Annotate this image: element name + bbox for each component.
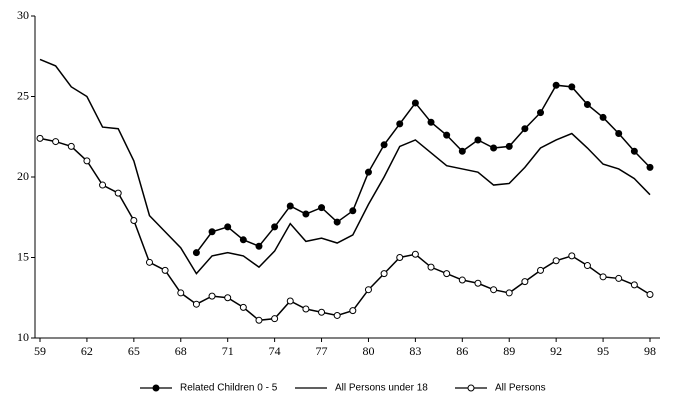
point — [302, 305, 310, 313]
x-tick-label: 95 — [597, 344, 609, 358]
point — [505, 289, 513, 297]
point — [458, 147, 466, 155]
legend-label: All Persons — [495, 383, 546, 394]
point — [208, 228, 216, 236]
y-tick-label: 25 — [17, 88, 29, 102]
point — [646, 163, 654, 171]
y-tick-label: 15 — [17, 249, 29, 263]
x-tick-label: 62 — [81, 344, 93, 358]
point — [568, 83, 576, 91]
x-tick-label: 77 — [316, 344, 328, 358]
point — [318, 204, 326, 212]
point — [83, 157, 91, 165]
point — [458, 276, 466, 284]
point — [380, 270, 388, 278]
y-tick-label: 10 — [17, 330, 29, 344]
point — [490, 286, 498, 294]
point — [239, 236, 247, 244]
series-line — [39, 137, 651, 322]
x-tick-label: 98 — [644, 344, 656, 358]
point — [537, 266, 545, 274]
point — [192, 249, 200, 257]
point — [521, 125, 529, 133]
y-tick-label: 30 — [17, 8, 29, 22]
point — [349, 307, 357, 315]
point — [114, 189, 122, 197]
point — [396, 120, 404, 128]
series-line — [195, 84, 651, 254]
point — [443, 131, 451, 139]
point — [615, 130, 623, 138]
point — [646, 291, 654, 299]
point — [521, 278, 529, 286]
point — [255, 316, 263, 324]
point — [67, 142, 75, 150]
point — [552, 81, 560, 89]
point — [318, 308, 326, 316]
point — [130, 216, 138, 224]
point — [286, 297, 294, 305]
point — [380, 141, 388, 149]
point — [177, 289, 185, 297]
point — [490, 144, 498, 152]
point — [255, 242, 263, 250]
x-tick-label: 83 — [409, 344, 421, 358]
point — [36, 134, 44, 142]
point — [333, 218, 341, 226]
point — [302, 210, 310, 218]
point — [630, 147, 638, 155]
point — [208, 292, 216, 300]
x-tick-label: 59 — [34, 344, 46, 358]
x-tick-label: 65 — [128, 344, 140, 358]
point — [286, 202, 294, 210]
point — [396, 254, 404, 261]
point — [52, 138, 60, 146]
point — [474, 136, 482, 144]
point — [145, 258, 153, 266]
point — [192, 300, 200, 308]
legend-marker — [467, 384, 475, 392]
legend-label: Related Children 0 - 5 — [180, 383, 278, 394]
x-tick-label: 68 — [175, 344, 187, 358]
point — [427, 118, 435, 126]
point — [427, 263, 435, 271]
point — [615, 274, 623, 282]
x-tick-label: 80 — [362, 344, 374, 358]
point — [271, 315, 279, 323]
legend-label: All Persons under 18 — [335, 383, 428, 394]
point — [568, 252, 576, 260]
point — [630, 281, 638, 289]
series-line — [39, 58, 651, 275]
x-tick-label: 89 — [503, 344, 515, 358]
point — [443, 270, 451, 278]
legend-marker — [152, 384, 160, 392]
point — [364, 168, 372, 176]
point — [161, 266, 169, 274]
point — [271, 223, 279, 231]
x-tick-label: 86 — [456, 344, 468, 358]
point — [224, 223, 232, 231]
x-tick-label: 71 — [222, 344, 234, 358]
point — [333, 311, 341, 319]
point — [583, 262, 591, 270]
point — [505, 142, 513, 150]
point — [552, 257, 560, 265]
point — [599, 273, 607, 281]
point — [364, 286, 372, 294]
point — [474, 279, 482, 287]
point — [411, 99, 419, 107]
point — [99, 181, 107, 189]
x-tick-label: 92 — [550, 344, 562, 358]
point — [349, 207, 357, 215]
y-tick-label: 20 — [17, 169, 29, 183]
point — [239, 303, 247, 311]
x-tick-label: 74 — [269, 344, 281, 358]
point — [411, 250, 419, 258]
point — [224, 294, 232, 302]
point — [599, 113, 607, 121]
point — [583, 101, 591, 109]
point — [537, 109, 545, 117]
